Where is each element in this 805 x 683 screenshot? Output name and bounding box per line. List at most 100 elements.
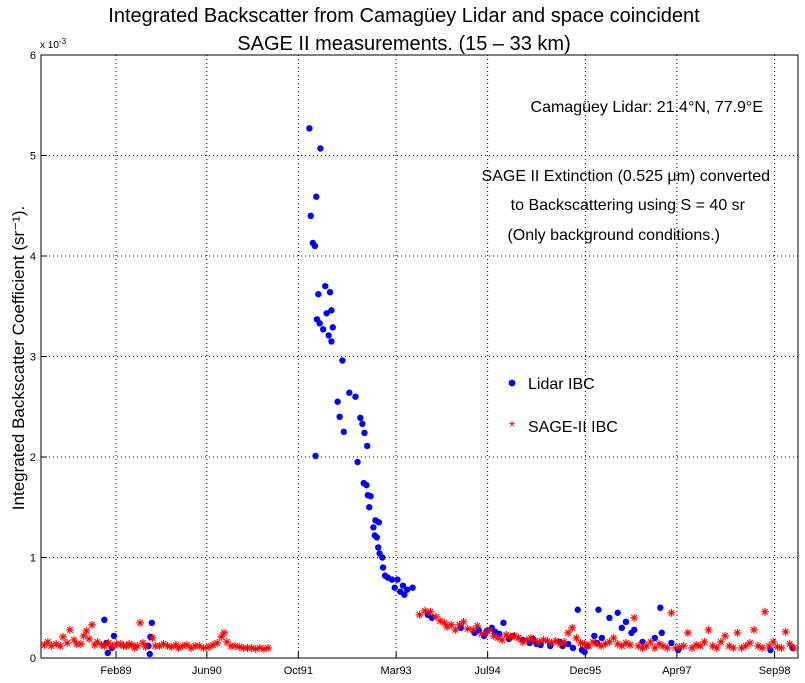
x-tick-label: Jun90 — [192, 665, 222, 677]
lidar-ibc-point — [394, 576, 401, 583]
sage-ibc-point — [70, 635, 79, 644]
lidar-ibc-point — [574, 606, 581, 613]
lidar-ibc-point — [311, 242, 319, 250]
y-tick-label: 1 — [30, 553, 36, 565]
lidar-ibc-point — [657, 604, 664, 611]
sage-ibc-point — [781, 627, 790, 636]
sage-ibc-point — [667, 608, 676, 617]
x-tick-label: Feb89 — [100, 665, 131, 677]
sage-ibc-point — [551, 636, 560, 645]
lidar-ibc-point — [104, 649, 111, 657]
sage-ibc-point — [451, 625, 460, 634]
sage-ibc-point — [769, 637, 778, 646]
lidar-ibc-point — [339, 357, 346, 364]
lidar-ibc-point — [328, 338, 335, 345]
lidar-ibc-point — [591, 632, 598, 640]
legend-sage-marker: * — [509, 419, 515, 436]
sage-ibc-point — [136, 618, 145, 627]
y-tick-label: 0 — [30, 653, 36, 665]
lidar-ibc-point — [316, 320, 323, 327]
sage-ibc-point — [498, 635, 507, 644]
legend-lidar-label: Lidar IBC — [528, 376, 595, 393]
sage-ibc-point — [605, 637, 614, 646]
sage-ibc-point — [572, 633, 581, 642]
legend: Lidar IBC * SAGE-II IBC — [508, 376, 618, 436]
sage-ibc-point — [82, 626, 91, 635]
sage-ibc-point — [609, 633, 618, 642]
sage-ibc-point — [213, 638, 222, 647]
sage-ibc-point — [455, 620, 464, 629]
sage-ibc-point — [741, 641, 750, 650]
sage-ibc-point — [85, 634, 94, 643]
y-tick-label: 2 — [30, 452, 36, 464]
lidar-ibc-point — [323, 310, 330, 317]
y-tick-label: 3 — [30, 352, 36, 364]
lidar-ibc-point — [401, 591, 408, 598]
sage-ibc-point — [588, 637, 597, 646]
lidar-ibc-point — [668, 639, 675, 647]
sage-ibc-point — [182, 640, 191, 649]
legend-lidar-marker — [508, 379, 516, 387]
x-tick-label: Oct91 — [284, 665, 313, 677]
sage-ibc-point — [138, 638, 147, 647]
chart-title-line2: SAGE II measurements. (15 – 33 km) — [237, 33, 570, 55]
sage-ibc-point — [63, 638, 72, 647]
sage-ibc-point — [700, 637, 709, 646]
annotation-line1: SAGE II Extinction (0.525 μm) converted — [482, 168, 770, 185]
sage-ibc-point — [148, 633, 157, 642]
lidar-ibc-point — [658, 629, 665, 637]
x-tick-label: Sep98 — [759, 665, 791, 677]
lidar-ibc-point — [367, 492, 374, 500]
lidar-ibc-point — [361, 429, 368, 437]
legend-sage-label: SAGE-II IBC — [528, 419, 618, 436]
lidar-ibc-point — [354, 458, 361, 466]
lidar-ibc-point — [306, 125, 313, 132]
sage-ibc-point — [630, 613, 639, 622]
x-axis-ticks: Feb89 Jun90 Oct91 Mar93 Jul94 Dec95 Apr97 Sep98 — [100, 652, 791, 677]
lidar-ibc-point — [403, 586, 411, 593]
y-exponent-label: x 10-3 — [40, 37, 67, 51]
lidar-ibc-point — [618, 624, 626, 632]
sage-ibc-point — [688, 643, 697, 652]
lidar-ibc-point — [581, 648, 588, 656]
y-axis-ticks: 0 1 2 3 4 5 6 — [30, 50, 47, 665]
x-tick-label: Dec95 — [569, 665, 601, 677]
lidar-ibc-point — [598, 634, 606, 642]
sage-ibc-point — [463, 624, 472, 633]
sage-ibc-point — [199, 643, 208, 652]
sage-ibc-point — [79, 631, 88, 640]
lidar-ibc-point — [312, 452, 319, 460]
sage-ibc-point — [65, 625, 74, 634]
sage-ibc-point — [415, 610, 424, 619]
lidar-ibc-point — [326, 288, 334, 296]
sage-ibc-point — [650, 643, 659, 652]
sage-ibc-point — [560, 637, 569, 646]
sage-ibc-point — [626, 640, 635, 649]
sage-ibc-point — [749, 625, 758, 634]
lidar-ibc-point — [622, 618, 630, 626]
lidar-ibc-point — [409, 584, 416, 591]
lidar-ibc-point — [373, 534, 381, 541]
lidar-ibc-point — [346, 389, 353, 396]
plot-area-frame — [40, 54, 799, 659]
sage-ibc-point — [447, 620, 456, 629]
sage-ibc-point — [729, 643, 738, 652]
sage-ibc-point — [712, 643, 721, 652]
sage-ibc-point — [141, 642, 150, 651]
x-tick-label: Mar93 — [381, 665, 412, 677]
chart-title-line1: Integrated Backscatter from Camagüey Lid… — [108, 5, 700, 27]
sage-ibc-point — [76, 639, 85, 648]
lidar-ibc-point — [322, 282, 329, 290]
lidar-ibc-point — [148, 619, 155, 627]
lidar-ibc-point — [325, 332, 332, 339]
lidar-ibc-point — [307, 212, 314, 219]
sage-ibc-point — [217, 632, 226, 641]
sage-ibc-point — [663, 643, 672, 652]
sage-ibc-point — [758, 643, 767, 652]
sage-ibc-point — [43, 637, 52, 646]
sage-ibc-point — [716, 637, 725, 646]
sage-ibc-point — [564, 628, 573, 637]
lidar-ibc-point — [569, 644, 577, 652]
sage-ibc-point — [642, 641, 651, 650]
